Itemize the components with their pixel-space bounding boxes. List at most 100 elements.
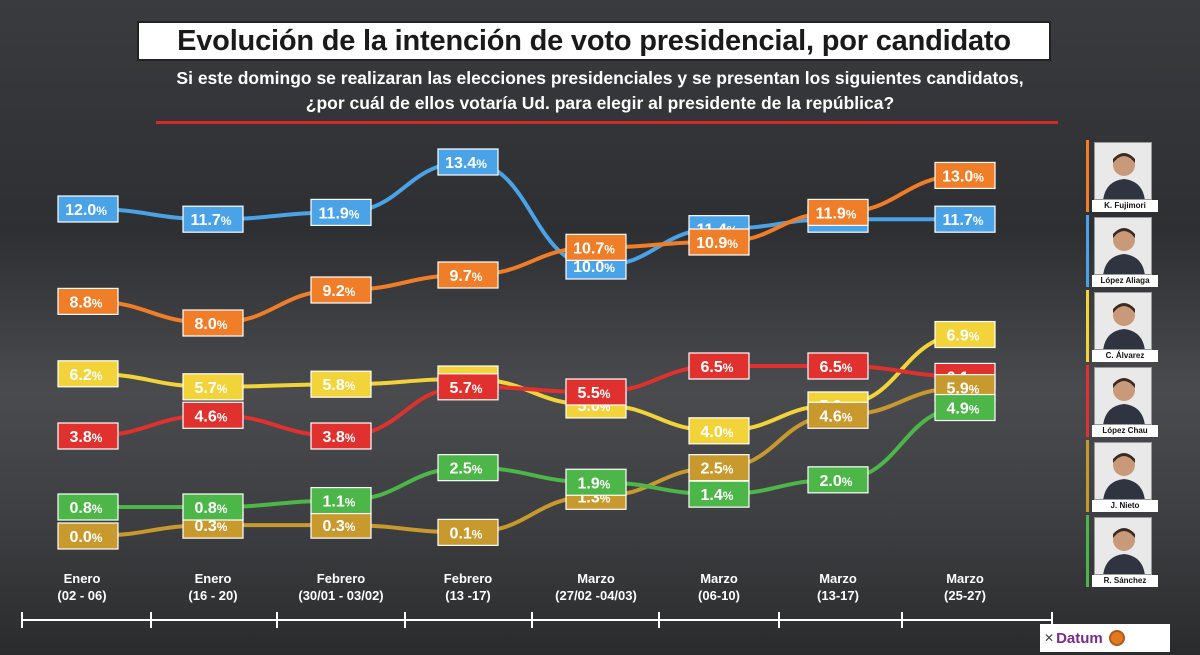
data-label-fujimori: 8.0%: [182, 309, 244, 337]
data-label-text: 12.0%: [65, 202, 107, 219]
data-label-nieto: 4.6%: [807, 401, 869, 429]
data-label-box: [182, 373, 244, 401]
data-label-text: 13.4%: [445, 155, 487, 172]
data-label-text: 1.9%: [578, 475, 611, 492]
data-label-nieto: 0.3%: [310, 511, 372, 539]
data-label-unit: %: [969, 403, 980, 417]
data-label-text: 8.8%: [70, 294, 103, 311]
data-label-value: 2.5: [701, 461, 723, 478]
data-label-value: 8.8: [70, 294, 92, 311]
data-label-unit: %: [842, 361, 853, 375]
data-label-value: 11.9: [319, 205, 349, 222]
data-label-text: 0.8%: [70, 500, 103, 517]
data-label-value: 11.7: [943, 212, 973, 229]
data-label-unit: %: [723, 489, 734, 503]
data-label-text: 9.7%: [450, 268, 483, 285]
data-label-text: 11.7%: [943, 212, 984, 229]
data-label-text: 3.8%: [323, 429, 356, 446]
data-label-box: [57, 422, 119, 450]
data-label-text: 5.9%: [947, 381, 980, 398]
subtitle-line-2: ¿por cuál de ellos votaría Ud. para eleg…: [305, 93, 895, 113]
data-label-unit: %: [842, 475, 853, 489]
logo-mark: ✕: [1044, 631, 1055, 645]
data-label-fujimori: 9.2%: [310, 276, 372, 304]
x-tick-label-line2: (16 - 20): [188, 588, 237, 603]
data-label-text: 11.9%: [319, 205, 360, 222]
data-label-text: 8.0%: [195, 316, 228, 333]
data-label-value: 5.7: [450, 380, 472, 397]
data-label-value: 10.0: [573, 259, 604, 276]
legend-item: López Aliaga: [1086, 215, 1160, 287]
data-label-text: 5.7%: [195, 380, 228, 397]
data-label-unit: %: [472, 382, 483, 396]
data-label-value: 6.9: [947, 328, 969, 345]
data-label-lopez_aliaga: 12.0%: [57, 195, 119, 223]
data-label-fujimori: 8.8%: [57, 287, 119, 315]
data-label-text: 10.0%: [573, 259, 615, 276]
data-label-text: 10.7%: [573, 240, 615, 257]
candidate-photo: [1094, 442, 1152, 500]
x-tick-label-line2: (02 - 06): [57, 588, 106, 603]
data-label-fujimori: 11.9%: [807, 198, 869, 226]
data-label-text: 0.0%: [70, 529, 103, 546]
data-label-unit: %: [96, 204, 107, 218]
data-label-text: 2.0%: [820, 473, 853, 490]
data-label-unit: %: [92, 502, 103, 516]
data-label-value: 5.8: [323, 377, 345, 394]
legend-color-bar: [1086, 515, 1089, 587]
data-label-value: 2.5: [450, 461, 472, 478]
x-tick-label-line2: (30/01 - 03/02): [298, 588, 383, 603]
data-label-box: [57, 360, 119, 388]
legend-label: K. Fujimori: [1092, 200, 1158, 212]
data-label-text: 5.8%: [323, 377, 356, 394]
data-label-text: 6.5%: [701, 359, 734, 376]
data-label-unit: %: [969, 383, 980, 397]
data-label-unit: %: [973, 170, 984, 184]
data-label-box: [310, 422, 372, 450]
data-label-text: 0.1%: [450, 525, 483, 542]
data-label-value: 5.5: [578, 385, 600, 402]
data-label-unit: %: [217, 410, 228, 424]
data-label-value: 0.3: [195, 518, 217, 535]
data-label-value: 4.9: [947, 401, 969, 418]
legend-item: J. Nieto: [1086, 440, 1160, 512]
data-label-lopez_chau: 5.7%: [437, 373, 499, 401]
data-label-lopez_aliaga: 11.7%: [182, 205, 244, 233]
x-tick-label-line1: Marzo: [946, 571, 984, 586]
data-label-unit: %: [345, 431, 356, 445]
data-label-text: 0.3%: [323, 518, 356, 535]
data-label-text: 0.3%: [195, 518, 228, 535]
data-label-box: [437, 148, 499, 176]
data-label-unit: %: [217, 382, 228, 396]
data-label-value: 11.7: [191, 212, 221, 229]
x-tick-label-line1: Febrero: [444, 571, 492, 586]
data-label-unit: %: [476, 157, 487, 171]
data-label-box: [57, 287, 119, 315]
data-label-lopez_aliaga: 11.7%: [934, 205, 996, 233]
data-label-value: 0.0: [70, 529, 92, 546]
data-label-box: [182, 493, 244, 521]
candidate-photo: [1094, 292, 1152, 350]
x-tick-label-line1: Marzo: [577, 571, 615, 586]
data-label-lopez_chau: 3.8%: [310, 422, 372, 450]
data-label-text: 0.8%: [195, 500, 228, 517]
x-tick-label-line1: Marzo: [700, 571, 738, 586]
data-label-value: 0.8: [195, 500, 217, 517]
data-label-unit: %: [472, 270, 483, 284]
data-label-unit: %: [723, 426, 734, 440]
data-label-value: 1.9: [578, 475, 600, 492]
data-label-unit: %: [345, 496, 356, 510]
data-label-value: 9.7: [450, 268, 472, 285]
data-label-text: 3.8%: [70, 429, 103, 446]
data-label-value: 3.8: [70, 429, 92, 446]
data-label-lopez_chau: 3.8%: [57, 422, 119, 450]
data-label-box: [934, 205, 996, 233]
data-label-text: 1.4%: [701, 487, 734, 504]
data-label-box: [57, 195, 119, 223]
data-label-box: [310, 198, 372, 226]
data-label-unit: %: [345, 285, 356, 299]
data-label-box: [565, 468, 627, 496]
logo-text: Datum: [1056, 629, 1103, 647]
data-label-sanchez: 2.5%: [437, 454, 499, 482]
data-label-sanchez: 1.1%: [310, 486, 372, 515]
